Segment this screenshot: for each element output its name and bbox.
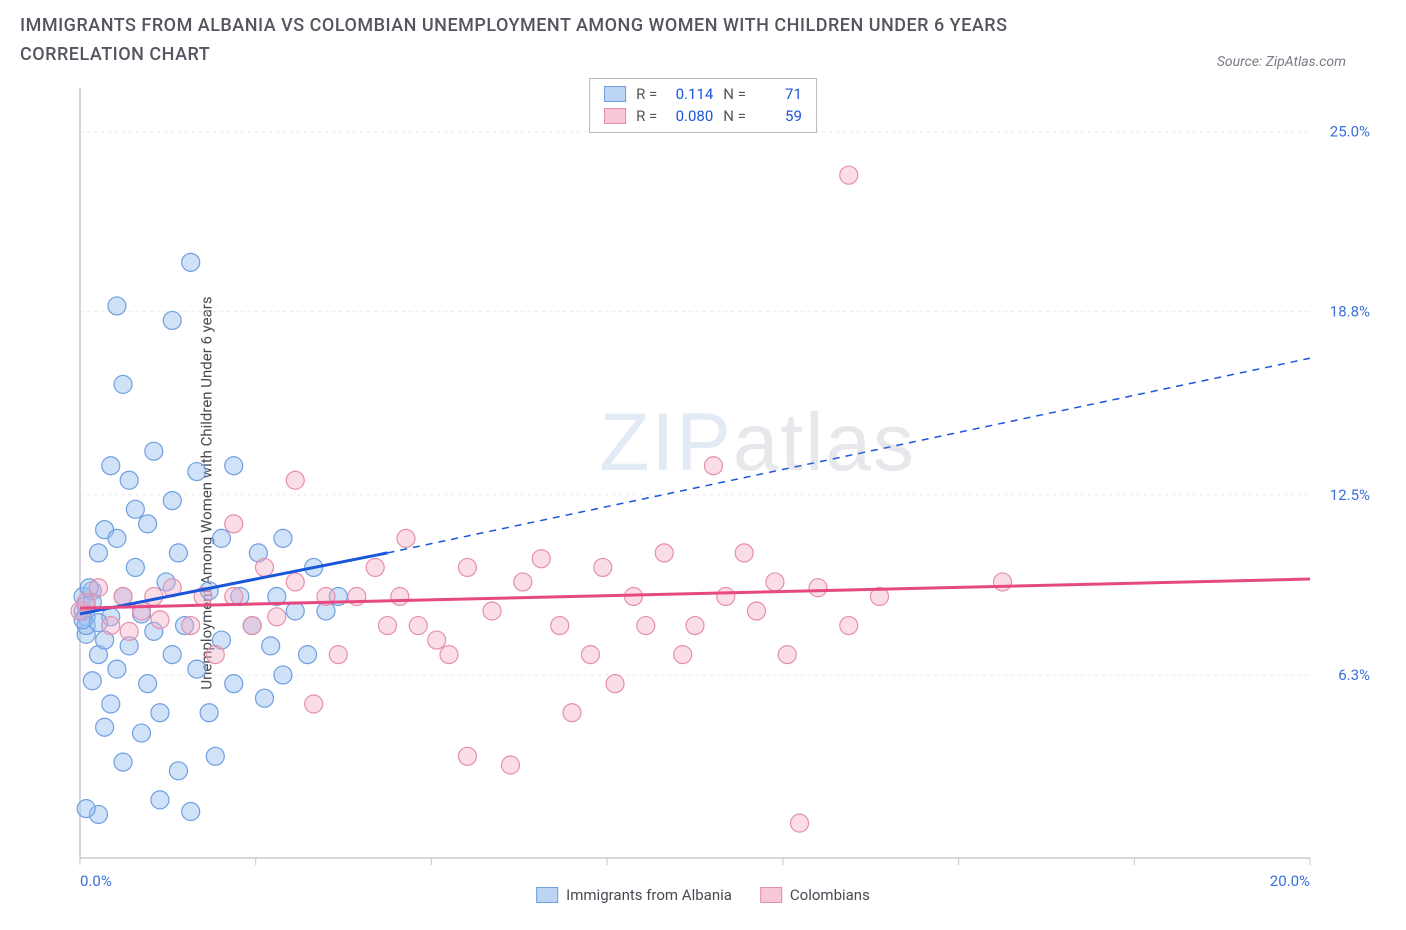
- legend-swatch: [604, 86, 626, 102]
- svg-text:0.0%: 0.0%: [80, 872, 112, 890]
- legend-stats-row: R =0.114N =71: [604, 83, 802, 106]
- legend-swatch: [760, 887, 782, 903]
- svg-text:6.3%: 6.3%: [1338, 666, 1370, 684]
- legend-series: Immigrants from Albania Colombians: [536, 886, 870, 904]
- svg-text:25.0%: 25.0%: [1330, 122, 1370, 140]
- legend-stats-row: R =0.080N =59: [604, 105, 802, 128]
- legend-swatch: [604, 108, 626, 124]
- legend-series-item: Colombians: [760, 886, 870, 904]
- svg-text:18.8%: 18.8%: [1330, 302, 1370, 320]
- legend-swatch: [536, 887, 558, 903]
- source-attribution: Source: ZipAtlas.com: [1217, 54, 1346, 70]
- chart-svg: 6.3% 12.5% 18.8% 25.0% 0.0% 20.0%: [20, 78, 1386, 908]
- correlation-chart: Unemployment Among Women with Children U…: [20, 78, 1386, 908]
- legend-series-item: Immigrants from Albania: [536, 886, 732, 904]
- page-title: IMMIGRANTS FROM ALBANIA VS COLOMBIAN UNE…: [20, 12, 1120, 70]
- legend-stats: R =0.114N =71R =0.080N =59: [589, 78, 817, 133]
- svg-text:12.5%: 12.5%: [1330, 485, 1370, 503]
- svg-text:20.0%: 20.0%: [1270, 872, 1310, 890]
